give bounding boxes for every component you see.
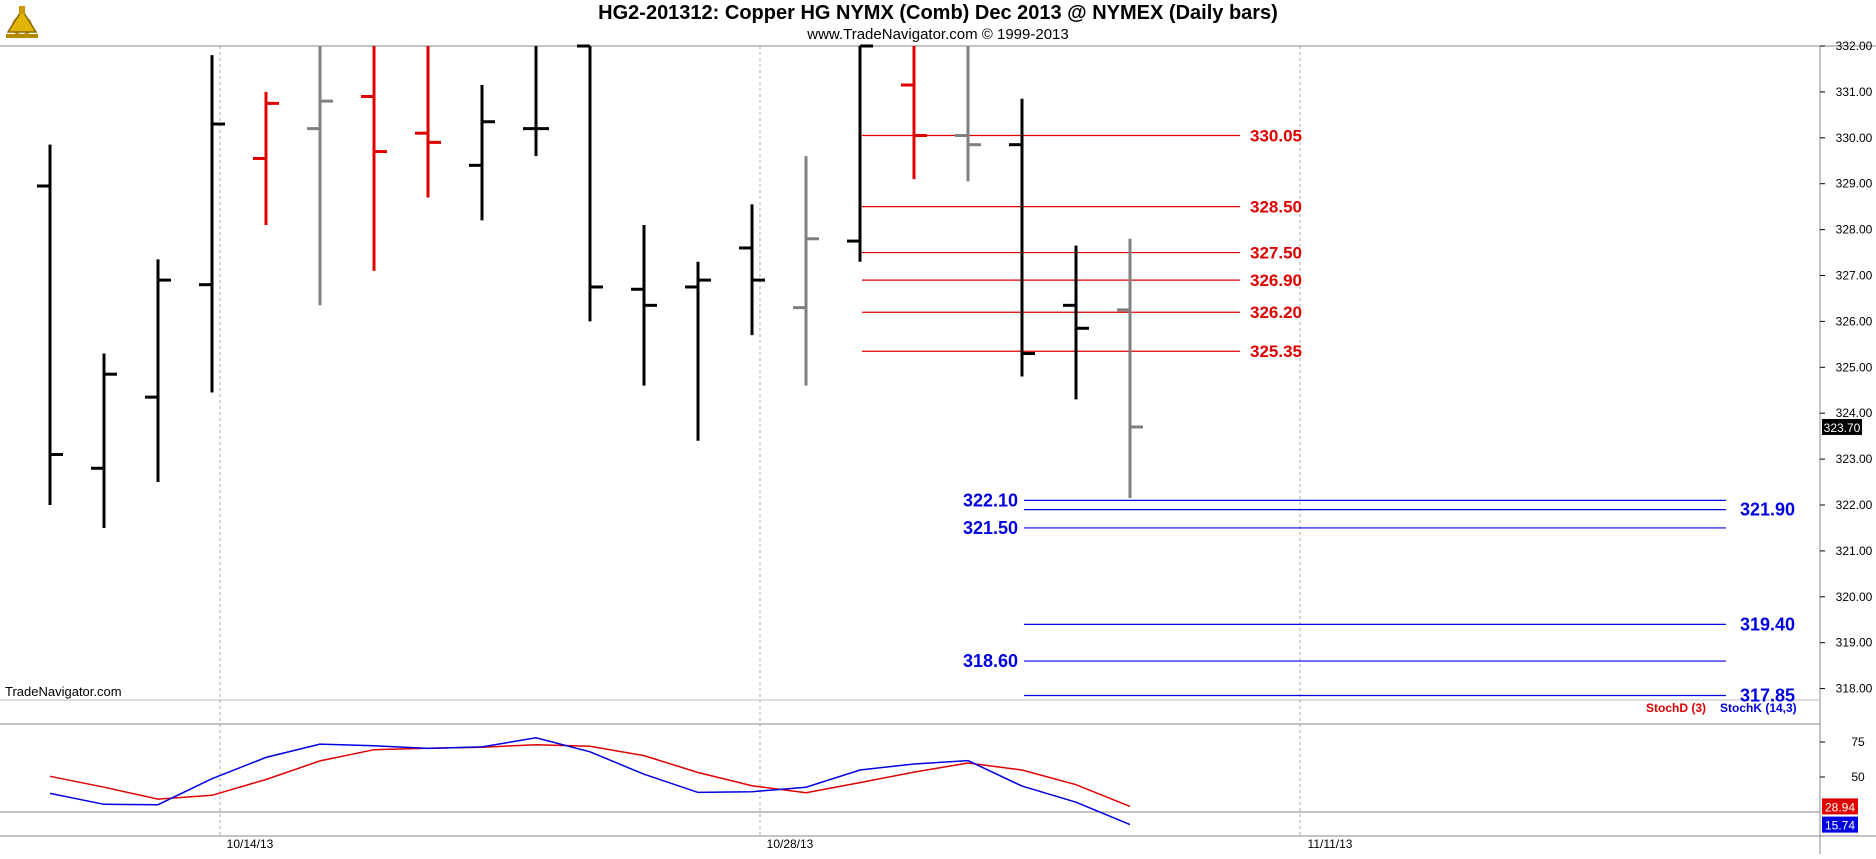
price-tick-label: 331.00 bbox=[1836, 85, 1873, 99]
price-tick-label: 320.00 bbox=[1836, 590, 1873, 604]
stoch-tick-label: 75 bbox=[1851, 735, 1865, 749]
price-tick-label: 330.00 bbox=[1836, 131, 1873, 145]
price-tick-label: 322.00 bbox=[1836, 498, 1873, 512]
stochd-last-box bbox=[1822, 798, 1858, 815]
price-tick-label: 319.00 bbox=[1836, 636, 1873, 650]
date-tick-label: 10/28/13 bbox=[767, 837, 814, 851]
support-label: 322.10 bbox=[963, 490, 1018, 510]
legend-stochd: StochD (3) bbox=[1646, 701, 1706, 715]
watermark-text: TradeNavigator.com bbox=[5, 684, 122, 699]
price-tick-label: 318.00 bbox=[1836, 682, 1873, 696]
price-tick-label: 321.00 bbox=[1836, 544, 1873, 558]
support-label: 318.60 bbox=[963, 651, 1018, 671]
resistance-label: 326.90 bbox=[1250, 271, 1302, 290]
trade-navigator-logo-icon bbox=[2, 2, 42, 42]
legend-stochk: StochK (14,3) bbox=[1720, 701, 1797, 715]
price-tick-label: 328.00 bbox=[1836, 223, 1873, 237]
support-label: 321.90 bbox=[1740, 500, 1795, 520]
resistance-label: 330.05 bbox=[1250, 127, 1302, 146]
chart-subtitle: www.TradeNavigator.com © 1999-2013 bbox=[807, 26, 1069, 43]
stochd-line bbox=[49, 743, 1131, 808]
support-label: 317.85 bbox=[1740, 685, 1795, 705]
date-tick-label: 11/11/13 bbox=[1308, 837, 1353, 851]
price-tick-label: 329.00 bbox=[1836, 177, 1873, 191]
last-price-label: 323.70 bbox=[1824, 421, 1861, 435]
stochk-last-label: 15.74 bbox=[1825, 819, 1855, 833]
price-tick-label: 327.00 bbox=[1836, 269, 1873, 283]
price-tick-label: 332.00 bbox=[1836, 39, 1873, 53]
chart-title: HG2-201312: Copper HG NYMX (Comb) Dec 20… bbox=[598, 2, 1278, 24]
date-tick-label: 10/14/13 bbox=[227, 837, 274, 851]
stochk-last-box bbox=[1822, 816, 1858, 833]
stoch-tick-label: 50 bbox=[1851, 770, 1865, 784]
resistance-label: 327.50 bbox=[1250, 244, 1302, 263]
stochk-line bbox=[49, 737, 1131, 826]
stochd-last-label: 28.94 bbox=[1825, 800, 1855, 814]
price-tick-label: 324.00 bbox=[1836, 406, 1873, 420]
resistance-label: 328.50 bbox=[1250, 198, 1302, 217]
support-label: 319.40 bbox=[1740, 614, 1795, 634]
resistance-label: 326.20 bbox=[1250, 303, 1302, 322]
resistance-label: 325.35 bbox=[1250, 342, 1302, 361]
price-tick-label: 326.00 bbox=[1836, 314, 1873, 328]
last-price-box bbox=[1822, 418, 1862, 435]
price-tick-label: 323.00 bbox=[1836, 452, 1873, 466]
price-tick-label: 325.00 bbox=[1836, 360, 1873, 374]
support-label: 321.50 bbox=[963, 518, 1018, 538]
